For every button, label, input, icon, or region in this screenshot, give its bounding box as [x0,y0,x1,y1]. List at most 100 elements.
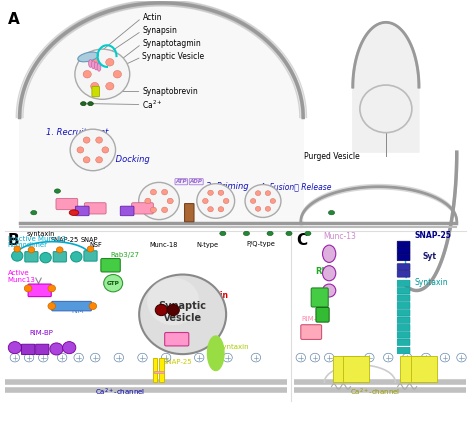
Text: SNAP-25: SNAP-25 [162,359,192,365]
Ellipse shape [31,210,37,215]
Text: Munc18: Munc18 [179,328,207,333]
FancyBboxPatch shape [184,204,194,222]
Circle shape [71,252,82,262]
Circle shape [197,184,235,218]
FancyBboxPatch shape [28,284,51,296]
FancyBboxPatch shape [397,241,410,248]
FancyBboxPatch shape [36,344,49,355]
Circle shape [139,275,226,354]
Text: 4. Fusion， Release: 4. Fusion， Release [260,182,331,191]
FancyBboxPatch shape [397,271,410,277]
Circle shape [75,49,130,99]
Text: syntaxin: syntaxin [27,230,55,237]
Ellipse shape [89,59,92,67]
Circle shape [40,253,51,263]
Text: Synaptobrevin: Synaptobrevin [143,87,198,96]
FancyBboxPatch shape [84,251,97,261]
Circle shape [208,190,213,195]
FancyBboxPatch shape [75,206,89,216]
Circle shape [147,277,199,325]
Circle shape [208,207,213,212]
Text: ATP: ATP [175,179,187,184]
Text: ADP: ADP [190,179,202,184]
Circle shape [250,198,256,204]
Bar [159,358,164,382]
Circle shape [28,247,35,253]
Circle shape [218,190,224,195]
Circle shape [255,191,261,196]
FancyBboxPatch shape [397,287,410,294]
Text: C: C [296,233,307,248]
Text: Synapsin: Synapsin [143,26,177,36]
Text: Active: Active [8,270,29,276]
Circle shape [223,198,229,204]
Ellipse shape [220,231,226,236]
Circle shape [83,137,90,143]
Circle shape [162,189,168,195]
Ellipse shape [69,210,79,216]
Circle shape [167,304,179,316]
Circle shape [8,342,21,354]
FancyBboxPatch shape [120,206,134,216]
Text: RIM: RIM [72,308,84,314]
FancyBboxPatch shape [397,280,410,286]
Text: Munc-13: Munc-13 [323,233,356,241]
Text: Synaptic Vesicle: Synaptic Vesicle [143,53,205,62]
FancyBboxPatch shape [397,302,410,309]
Circle shape [150,189,156,195]
FancyBboxPatch shape [101,259,120,272]
Circle shape [360,85,412,133]
Text: RIM: RIM [315,267,333,276]
Ellipse shape [97,63,101,71]
FancyBboxPatch shape [301,325,321,339]
Circle shape [48,285,55,292]
Circle shape [202,198,208,204]
Text: 1. Recruitment: 1. Recruitment [46,128,108,137]
Circle shape [83,70,91,78]
Circle shape [102,147,109,153]
Bar [411,356,437,382]
FancyBboxPatch shape [84,203,106,214]
Circle shape [91,82,99,90]
Text: A: A [8,12,19,26]
FancyBboxPatch shape [397,295,410,301]
Circle shape [87,246,94,252]
Circle shape [96,157,102,163]
Ellipse shape [243,231,249,236]
FancyBboxPatch shape [164,332,189,346]
FancyBboxPatch shape [397,339,410,345]
Circle shape [14,246,20,252]
Text: Inactive Munc13: Inactive Munc13 [8,236,66,242]
FancyBboxPatch shape [21,344,35,355]
Ellipse shape [91,61,95,69]
Bar [343,356,369,382]
Ellipse shape [286,231,292,236]
Text: NSF: NSF [90,242,102,248]
Text: RIM-BP: RIM-BP [301,316,325,322]
FancyBboxPatch shape [397,248,410,254]
Circle shape [218,207,224,212]
Circle shape [96,137,102,143]
Circle shape [63,342,76,354]
Circle shape [113,70,121,78]
Circle shape [48,302,55,309]
Circle shape [70,129,116,171]
Ellipse shape [305,231,311,236]
Circle shape [106,59,114,66]
Circle shape [265,206,271,211]
Ellipse shape [322,245,336,263]
Circle shape [11,251,23,261]
Circle shape [139,182,179,220]
Text: SNAP-25: SNAP-25 [50,237,79,243]
FancyBboxPatch shape [316,307,329,322]
Text: homodimer: homodimer [8,242,48,248]
Circle shape [50,343,63,355]
FancyBboxPatch shape [397,309,410,316]
Circle shape [167,198,173,204]
FancyBboxPatch shape [132,203,154,214]
Text: Synaptic: Synaptic [159,301,207,311]
Ellipse shape [78,52,99,62]
FancyBboxPatch shape [53,252,66,262]
Circle shape [83,157,90,163]
Text: Synaptotagmin: Synaptotagmin [143,39,201,49]
